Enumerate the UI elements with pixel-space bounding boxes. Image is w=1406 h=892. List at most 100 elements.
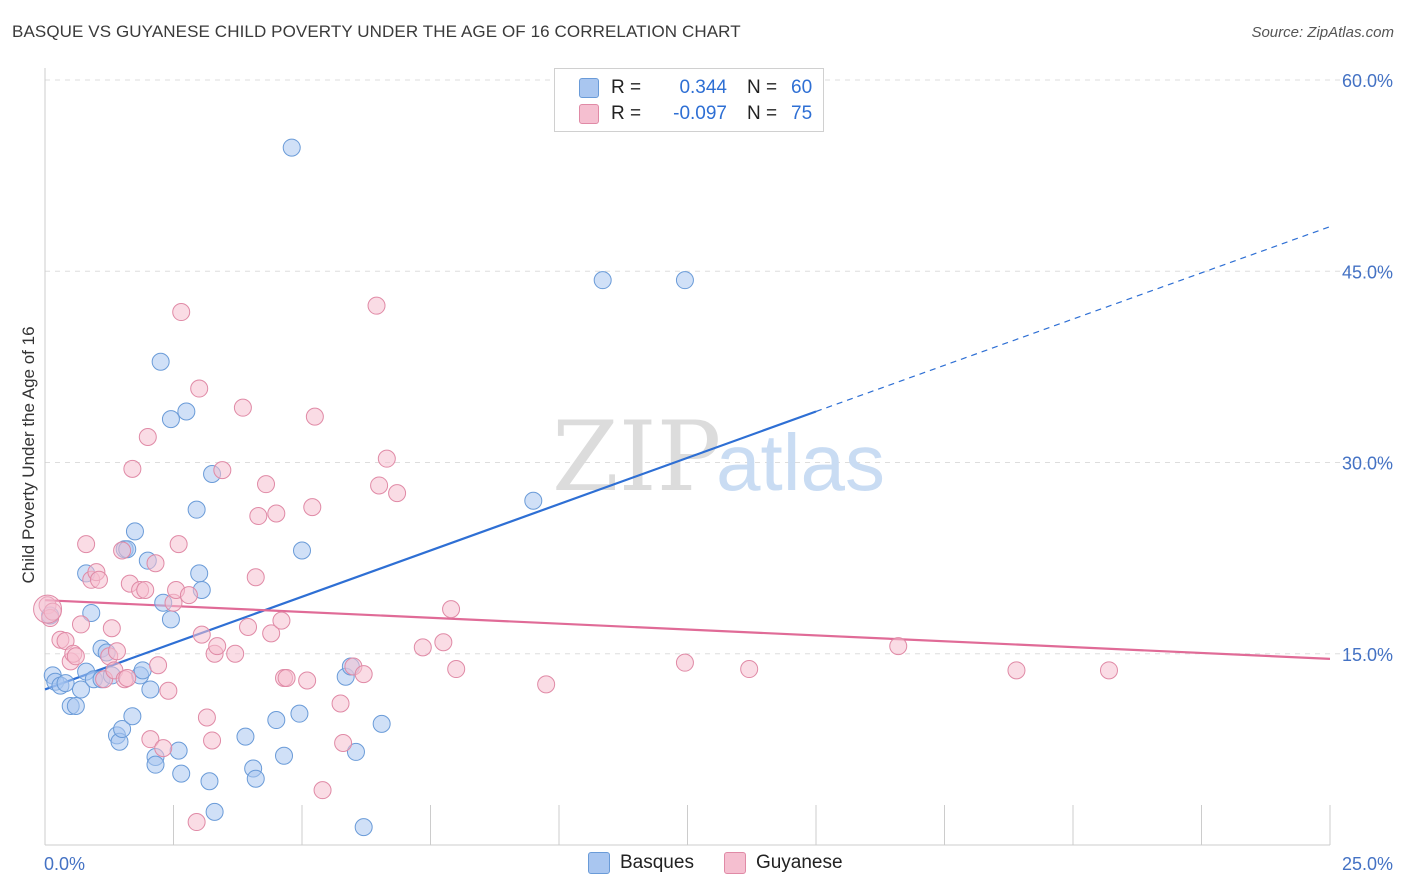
guyanese-point <box>138 428 157 446</box>
guyanese-point <box>141 730 160 749</box>
y-tick-label: 15.0% <box>1342 645 1393 665</box>
guyanese-point <box>740 660 759 679</box>
basques-point <box>169 741 188 760</box>
chart-title: BASQUE VS GUYANESE CHILD POVERTY UNDER T… <box>12 22 741 41</box>
guyanese-point <box>187 813 206 832</box>
guyanese-point <box>159 681 178 700</box>
basques-point <box>71 680 90 699</box>
basques-point <box>66 697 85 716</box>
guyanese-point <box>136 581 155 599</box>
guyanese-point <box>272 611 291 630</box>
guyanese-point <box>434 633 453 652</box>
guyanese-point <box>113 541 132 560</box>
basques-point <box>372 714 391 733</box>
y-tick-label: 60.0% <box>1342 71 1393 91</box>
basques-point <box>200 772 219 791</box>
legend-n-value: 75 <box>791 103 813 124</box>
basques-point <box>275 746 294 765</box>
basques-point <box>524 491 543 510</box>
guyanese-point <box>298 671 317 690</box>
zipatlas-watermark: ZIP atlas <box>552 401 885 513</box>
basques-trend-line <box>44 410 817 691</box>
guyanese-point <box>77 535 96 554</box>
guyanese-point <box>277 668 296 687</box>
basques-point <box>161 610 180 629</box>
basques-point <box>593 271 612 290</box>
legend-swatch-basques <box>579 78 599 98</box>
guyanese-point <box>190 379 209 398</box>
guyanese-point <box>889 637 908 656</box>
basques-swatch <box>588 852 610 874</box>
basques-point <box>293 541 311 560</box>
guyanese-point <box>192 625 211 644</box>
grid-layer <box>45 79 1395 845</box>
series-legend: Basques Guyanese <box>588 852 873 874</box>
guyanese-point <box>149 656 168 675</box>
basques-point <box>82 603 101 622</box>
guyanese-point <box>249 507 268 526</box>
guyanese-point <box>305 407 324 426</box>
legend-row-basques: R = 0.344 N = 60 <box>579 76 812 100</box>
basques-point <box>290 704 309 723</box>
guyanese-point <box>208 637 227 656</box>
legend-row-guyanese: R = -0.097 N = 75 <box>579 102 812 126</box>
basques-point <box>123 707 142 726</box>
guyanese-point <box>118 668 137 687</box>
basques-point <box>246 769 265 788</box>
series-legend-guyanese[interactable]: Guyanese <box>723 852 843 874</box>
basques-label: Basques <box>620 852 694 873</box>
guyanese-point <box>537 675 556 694</box>
guyanese-point <box>33 594 63 624</box>
guyanese-point <box>354 665 373 684</box>
guyanese-point <box>154 739 173 758</box>
basques-trend-extension <box>815 226 1331 413</box>
guyanese-point <box>123 459 142 478</box>
basques-point <box>177 402 196 421</box>
x-tick-label: 0.0% <box>44 854 85 874</box>
guyanese-point <box>203 731 222 750</box>
x-tick-label: 25.0% <box>1342 854 1393 874</box>
guyanese-point <box>89 570 108 589</box>
legend-swatch-guyanese <box>579 104 599 124</box>
basques-point <box>161 410 180 429</box>
guyanese-label: Guyanese <box>755 852 843 873</box>
legend-r-value: -0.097 <box>673 103 727 124</box>
basques-point <box>675 271 694 290</box>
guyanese-point <box>146 554 165 573</box>
chart-source: Source: ZipAtlas.com <box>1251 24 1394 41</box>
y-tick-label: 45.0% <box>1342 262 1393 282</box>
guyanese-point <box>413 638 432 657</box>
basques-point <box>172 764 191 783</box>
basques-point <box>113 719 132 738</box>
watermark-atlas: atlas <box>716 418 885 507</box>
guyanese-point <box>331 694 350 713</box>
basques-point <box>282 138 301 157</box>
basques-point <box>146 755 165 774</box>
guyanese-point <box>388 484 407 503</box>
guyanese-point <box>172 303 191 322</box>
guyanese-point <box>233 398 252 417</box>
basques-point <box>151 352 170 371</box>
series-legend-basques[interactable]: Basques <box>588 852 694 874</box>
basques-point <box>205 802 224 821</box>
y-axis-label: Child Poverty Under the Age of 16 <box>19 326 38 583</box>
guyanese-point <box>370 476 389 495</box>
guyanese-point <box>107 642 126 661</box>
guyanese-point <box>213 461 232 480</box>
guyanese-point <box>1007 661 1026 680</box>
guyanese-point <box>267 504 286 523</box>
data-points <box>33 138 1118 837</box>
guyanese-point <box>71 615 90 634</box>
guyanese-point <box>367 296 386 315</box>
guyanese-point <box>102 619 121 638</box>
guyanese-point <box>675 653 694 672</box>
guyanese-point <box>66 647 85 666</box>
legend-r-label: R = <box>611 77 642 98</box>
guyanese-point <box>262 624 281 643</box>
legend-n-label: N = <box>747 103 778 124</box>
basques-point <box>190 564 209 583</box>
basques-point <box>236 727 255 746</box>
guyanese-point <box>442 600 461 619</box>
watermark-zip: ZIP <box>552 401 721 513</box>
